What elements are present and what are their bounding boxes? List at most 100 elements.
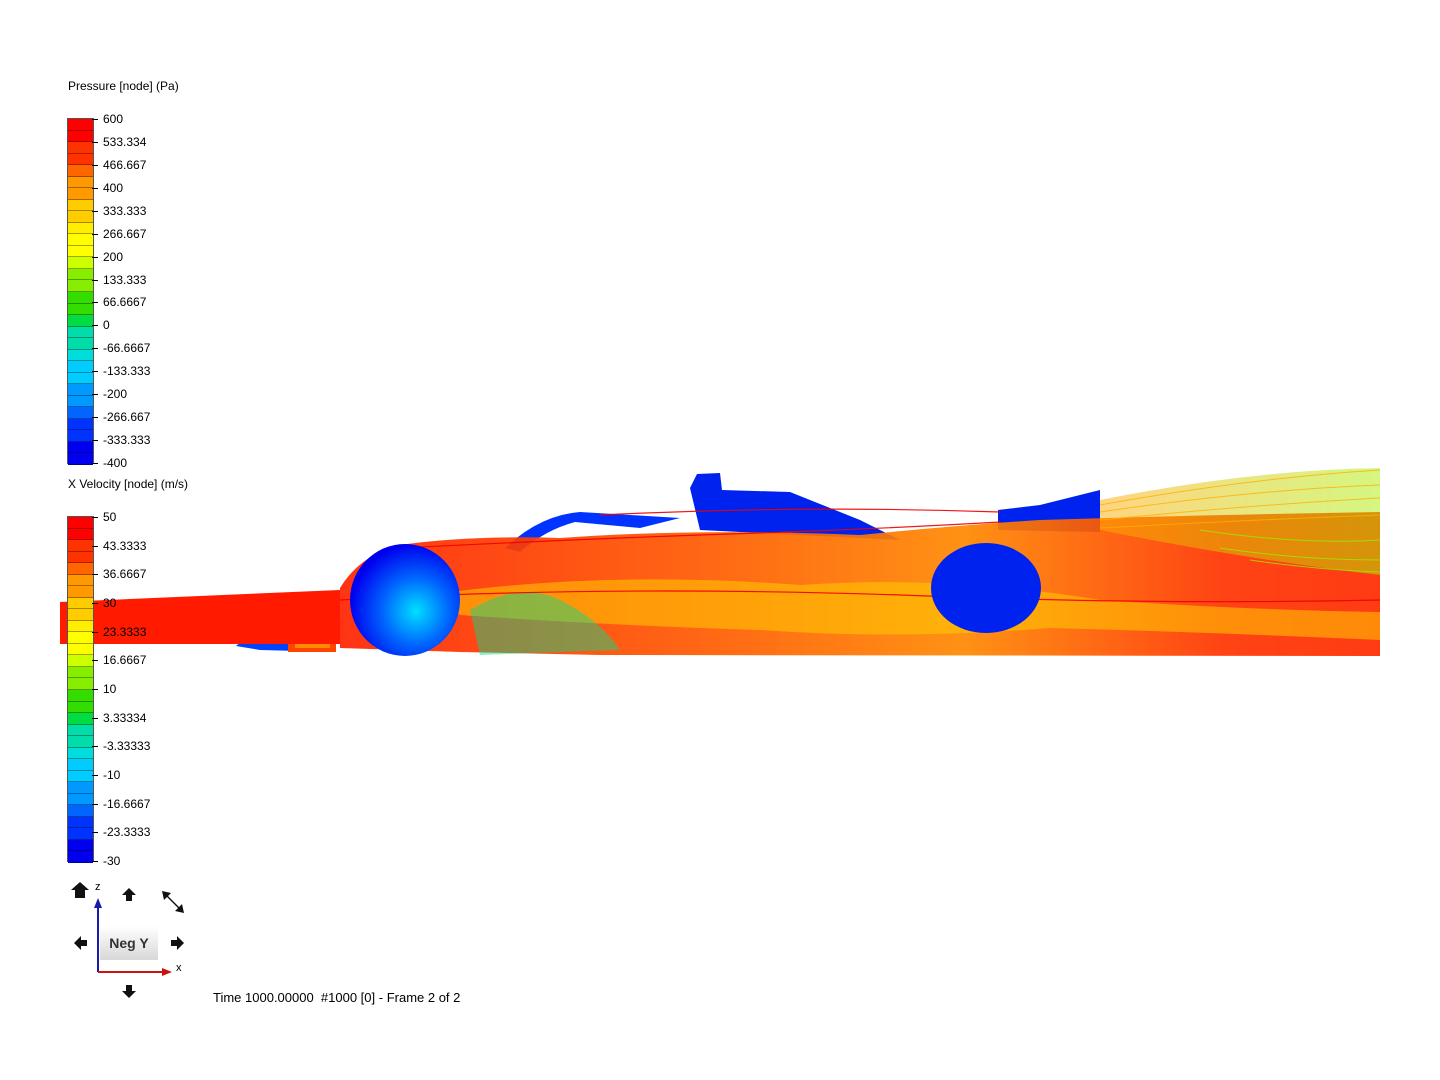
legend-tick (92, 164, 98, 166)
legend-tick-label: 66.6667 (103, 295, 147, 310)
color-band (68, 736, 93, 748)
color-band (68, 701, 93, 714)
color-band (68, 349, 93, 362)
color-band (68, 574, 93, 587)
legend-tick (92, 256, 98, 258)
color-band (68, 407, 93, 419)
rotate-left-icon[interactable] (73, 935, 89, 951)
legend-tick-label: -30 (103, 854, 121, 868)
legend-tick-label: 16.6667 (103, 653, 147, 668)
color-band (68, 372, 93, 385)
color-band (68, 280, 93, 292)
legend-tick-label: -333.333 (103, 433, 151, 448)
color-band (68, 361, 93, 373)
view-orientation-button[interactable]: Neg Y (100, 926, 158, 960)
color-band (68, 176, 93, 189)
color-band (68, 234, 93, 246)
color-band (68, 747, 93, 760)
legend-tick-label: -66.6667 (103, 341, 151, 356)
legend-tick (92, 603, 98, 604)
legend-tick (92, 233, 98, 235)
color-band (68, 805, 93, 817)
color-band (68, 655, 93, 667)
legend-tick-label: 333.333 (103, 203, 147, 218)
color-band (68, 759, 93, 771)
velocity-legend-title: X Velocity [node] (m/s) (68, 477, 189, 491)
legend-tick-label: 600 (103, 112, 124, 126)
color-band (68, 620, 93, 633)
rotate-up-icon[interactable] (121, 887, 137, 903)
velocity-color-bar (67, 516, 94, 863)
color-band (68, 528, 93, 541)
legend-tick-label: 466.667 (103, 157, 147, 172)
legend-tick (92, 832, 98, 834)
legend-tick-label: 400 (103, 180, 124, 195)
color-band (68, 384, 93, 396)
color-band (68, 395, 93, 408)
legend-tick (92, 517, 98, 518)
legend-tick (92, 302, 98, 304)
legend-tick (92, 660, 98, 662)
rotate-right-icon[interactable] (169, 935, 185, 951)
color-band (68, 441, 93, 454)
rotate-down-icon[interactable] (121, 983, 137, 999)
color-band (68, 119, 93, 131)
color-band (68, 793, 93, 806)
frame-status-text: Time 1000.00000 #1000 [0] - Frame 2 of 2 (213, 990, 461, 1005)
car-wheels (350, 543, 1041, 656)
legend-tick (92, 574, 98, 576)
color-band (68, 851, 93, 863)
legend-tick-label: 533.334 (103, 134, 147, 149)
legend-tick (92, 689, 98, 690)
color-band (68, 713, 93, 725)
color-band (68, 678, 93, 690)
color-band (68, 211, 93, 223)
color-band (68, 551, 93, 564)
color-band (68, 609, 93, 621)
color-band (68, 816, 93, 829)
color-band (68, 517, 93, 529)
legend-tick (92, 210, 98, 212)
legend-tick (92, 348, 98, 350)
color-band (68, 632, 93, 644)
color-band (68, 689, 93, 702)
color-band (68, 540, 93, 552)
color-band (68, 222, 93, 235)
legend-tick (92, 861, 98, 862)
legend-tick-label: -3.33333 (103, 739, 151, 754)
color-band (68, 165, 93, 177)
legend-tick (92, 746, 98, 748)
color-band (68, 245, 93, 258)
legend-tick-label: 36.6667 (103, 567, 147, 582)
legend-tick (92, 803, 98, 805)
legend-tick (92, 394, 98, 396)
x-axis-label: x (176, 962, 182, 974)
color-band (68, 338, 93, 350)
legend-tick-label: 266.667 (103, 226, 147, 241)
color-band (68, 597, 93, 610)
color-band (68, 268, 93, 281)
legend-tick (92, 631, 98, 633)
color-band (68, 782, 93, 794)
legend-tick (92, 717, 98, 719)
color-band (68, 153, 93, 166)
legend-tick-label: 133.333 (103, 272, 147, 287)
color-band (68, 142, 93, 154)
legend-tick-label: -133.333 (103, 364, 151, 379)
color-band (68, 839, 93, 852)
legend-tick-label: -200 (103, 387, 128, 402)
legend-tick-label: -10 (103, 768, 121, 782)
home-icon[interactable] (70, 881, 90, 899)
color-band (68, 586, 93, 598)
legend-tick (92, 371, 98, 373)
color-band (68, 326, 93, 339)
legend-tick-label: 0 (103, 318, 110, 333)
color-band (68, 666, 93, 679)
legend-tick (92, 119, 98, 120)
fit-view-icon[interactable] (160, 889, 186, 915)
legend-tick (92, 279, 98, 281)
color-band (68, 643, 93, 656)
color-band (68, 828, 93, 840)
color-band (68, 199, 93, 212)
